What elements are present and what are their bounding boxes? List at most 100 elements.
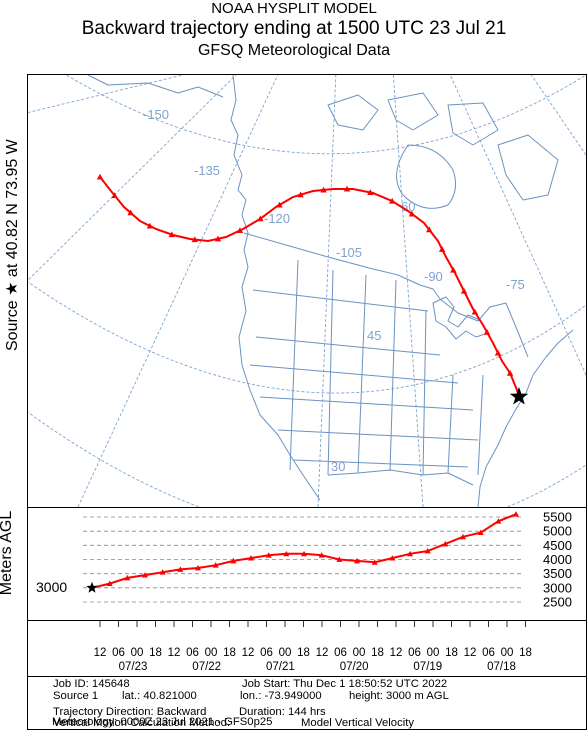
source-height: height: 3000 m AGL <box>349 690 449 702</box>
date-label: 07/20 <box>340 661 369 673</box>
trajectory-marker <box>257 215 264 222</box>
date-label: 07/21 <box>266 661 295 673</box>
trajectory-marker <box>111 192 118 199</box>
hour-label: 00 <box>279 647 292 659</box>
lon-label-120: -120 <box>264 211 290 226</box>
height-markers <box>106 511 519 586</box>
hour-label: 18 <box>445 647 458 659</box>
hudson-bay <box>396 144 457 209</box>
hour-label: 00 <box>501 647 514 659</box>
hour-label: 06 <box>186 647 199 659</box>
lon-label-150: -150 <box>143 107 169 122</box>
height-marker <box>407 550 413 557</box>
height-marker <box>230 557 237 564</box>
trajectory-marker <box>96 173 104 180</box>
trajectory-direction: Trajectory Direction: Backward <box>53 706 207 718</box>
duration: Duration: 144 hrs <box>239 706 326 718</box>
height-marker <box>124 574 131 581</box>
height-marker <box>336 556 343 562</box>
trajectory-marker <box>438 246 446 252</box>
hour-label: 06 <box>112 647 125 659</box>
hour-label: 00 <box>131 647 144 659</box>
time-axis-panel: 12 06 00 18 12 06 00 18 12 06 00 18 12 06 00 18 12 06 00 18… <box>27 620 587 677</box>
hour-label: 06 <box>482 647 495 659</box>
trajectory-markers <box>96 173 514 376</box>
height-marker <box>318 552 325 558</box>
pacific-coastline <box>230 75 321 501</box>
height-marker <box>424 548 431 554</box>
height-tick-label: 2500 <box>543 595 572 610</box>
job-start: Job Start: Thu Dec 1 18:50:52 UTC 2022 <box>242 678 448 690</box>
height-tick-label: 4500 <box>543 538 572 553</box>
height-marker <box>106 580 113 586</box>
height-marker <box>301 550 307 557</box>
height-marker <box>477 529 484 535</box>
y-axis-label: Meters AGL <box>0 510 15 596</box>
graticule <box>28 75 586 507</box>
height-marker <box>265 552 272 558</box>
trajectory-marker <box>297 191 304 198</box>
trajectory-marker <box>191 236 198 243</box>
lat-label-45: 45 <box>367 328 381 343</box>
source-id: Source 1 <box>53 690 99 702</box>
trajectory-marker <box>460 287 468 294</box>
meteorology: Meteorology: 0000Z 23 Jul 2021 - GFS0p25 <box>52 716 273 728</box>
trajectory-map: -150 -135 -120 -105 -90 -75 60 45 30 <box>28 75 586 507</box>
height-tick-label: 3500 <box>543 566 572 581</box>
height-marker <box>495 518 502 524</box>
hour-label: 18 <box>519 647 532 659</box>
meridian-60 <box>530 75 586 156</box>
state-lines <box>249 259 484 476</box>
trajectory-marker <box>506 369 514 376</box>
hour-label: 12 <box>464 647 477 659</box>
source-lon: lon.: -73.949000 <box>240 690 322 702</box>
height-marker <box>513 511 519 517</box>
start-height-label: 3000 <box>36 579 67 595</box>
trajectory-marker <box>168 231 175 238</box>
meridian-120 <box>77 75 279 507</box>
trajectory-marker <box>127 209 134 216</box>
hour-label: 06 <box>408 647 421 659</box>
height-marker <box>195 565 201 571</box>
hour-label: 00 <box>427 647 440 659</box>
height-source-star-icon <box>86 581 98 593</box>
meridian-90 <box>392 75 424 507</box>
hour-label: 00 <box>353 647 366 659</box>
map-panel: -150 -135 -120 -105 -90 -75 60 45 30 <box>27 74 587 508</box>
hour-label: 12 <box>242 647 255 659</box>
hour-label: 18 <box>149 647 162 659</box>
atlantic-coastline <box>477 329 574 507</box>
gulf-coastline <box>327 469 474 486</box>
trajectory-marker <box>471 308 479 315</box>
date-label: 07/23 <box>119 661 148 673</box>
lon-label-75: -75 <box>506 277 525 292</box>
hour-label: 06 <box>334 647 347 659</box>
height-marker <box>159 569 166 575</box>
source-star-icon <box>509 387 529 405</box>
hour-label: 18 <box>223 647 236 659</box>
trajectory-title: Backward trajectory ending at 1500 UTC 2… <box>81 18 507 39</box>
meridian-105 <box>317 75 337 507</box>
meridian-150 <box>28 75 185 114</box>
parallel-60 <box>65 75 586 155</box>
hour-label: 12 <box>168 647 181 659</box>
model-title: NOAA HYSPLIT MODEL <box>211 0 377 17</box>
trajectory-marker <box>450 266 457 273</box>
trajectory-marker <box>343 185 351 192</box>
source-lat: lat.: 40.821000 <box>122 690 197 702</box>
trajectory-marker <box>388 197 396 204</box>
height-marker <box>389 555 396 561</box>
height-marker <box>212 562 219 568</box>
hour-label: 18 <box>371 647 384 659</box>
info-panel: Job ID: 145648 Job Start: Thu Dec 1 18:5… <box>27 676 587 730</box>
us-canada-border <box>243 232 529 358</box>
trajectory-marker <box>426 226 433 233</box>
meridian-75 <box>449 75 586 376</box>
job-id: Job ID: 145648 <box>53 678 130 690</box>
trajectory-marker <box>236 227 244 233</box>
trajectory-marker <box>408 210 416 217</box>
time-ticks <box>99 621 526 627</box>
trajectory-marker <box>494 349 502 356</box>
